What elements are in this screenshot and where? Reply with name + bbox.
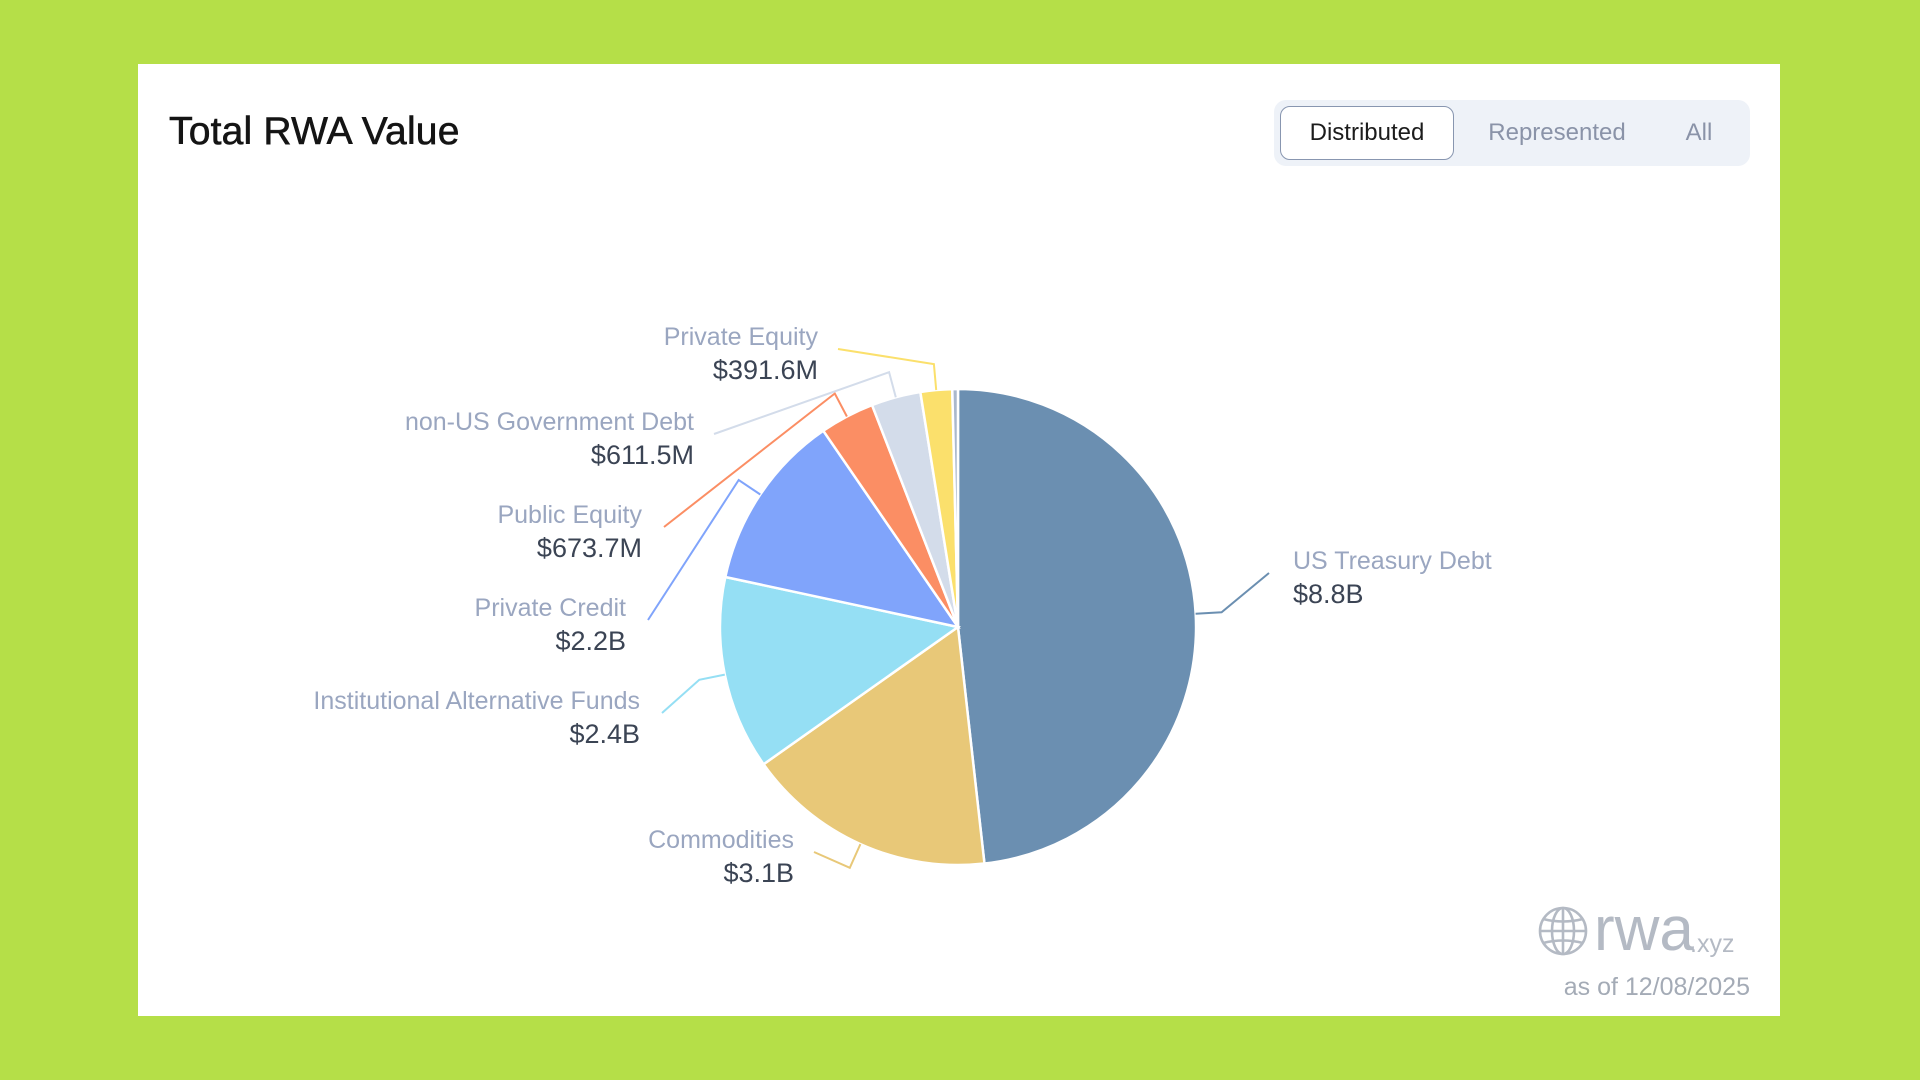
slice-label-institutional-alternative-funds: Institutional Alternative Funds (313, 687, 640, 715)
pie-slice-institutional-alternative-funds[interactable] (718, 575, 962, 767)
slice-label-public-equity: Public Equity (497, 501, 642, 529)
slice-label-us-treasury-debt: US Treasury Debt (1293, 547, 1492, 575)
leader-line-private-credit (647, 478, 761, 621)
chart-title: Total RWA Value (169, 110, 460, 154)
pie-slice-commodities[interactable] (761, 624, 986, 867)
leader-line-commodities (813, 843, 862, 870)
pie-slice-private-credit[interactable] (723, 429, 961, 629)
slice-label-commodities: Commodities (648, 826, 794, 854)
logo-suffix: .xyz (1690, 930, 1735, 958)
rwa-logo: rwa .xyz (1538, 895, 1758, 964)
chart-card: Total RWA Value Distributed Represented … (138, 64, 1780, 1016)
leader-line-institutional-alternative-funds (661, 673, 725, 714)
pie-slice-us-treasury-debt[interactable] (956, 387, 1198, 865)
leader-line-us-treasury-debt (1195, 572, 1270, 615)
slice-label-non-us-government-debt: non-US Government Debt (405, 408, 694, 436)
toggle-all-button[interactable]: All (1685, 119, 1713, 146)
slice-value-us-treasury-debt: $8.8B (1293, 579, 1364, 609)
as-of-date: as of 12/08/2025 (1563, 973, 1750, 1001)
pie-slice-other[interactable] (950, 387, 960, 628)
slice-value-commodities: $3.1B (723, 858, 794, 888)
slice-value-private-credit: $2.2B (555, 626, 626, 656)
toggle-represented-button[interactable]: Represented (1488, 119, 1626, 146)
leader-line-private-equity (837, 348, 938, 391)
view-toggle: Distributed Represented All (1274, 100, 1750, 166)
toggle-distributed-button[interactable]: Distributed (1280, 106, 1454, 160)
slice-value-non-us-government-debt: $611.5M (591, 440, 694, 470)
slice-label-private-credit: Private Credit (475, 594, 626, 622)
slice-label-private-equity: Private Equity (664, 323, 819, 351)
slice-value-public-equity: $673.7M (537, 533, 642, 563)
leader-line-non-us-government-debt (713, 370, 897, 435)
logo-wordmark: rwa (1594, 895, 1694, 964)
pie-chart: US Treasury Debt $8.8B Commodities $3.1B Ins… (313, 323, 1492, 888)
slice-value-institutional-alternative-funds: $2.4B (569, 719, 640, 749)
leader-line-public-equity (663, 391, 848, 528)
globe-icon (1538, 906, 1588, 956)
slice-value-private-equity: $391.6M (713, 355, 818, 385)
